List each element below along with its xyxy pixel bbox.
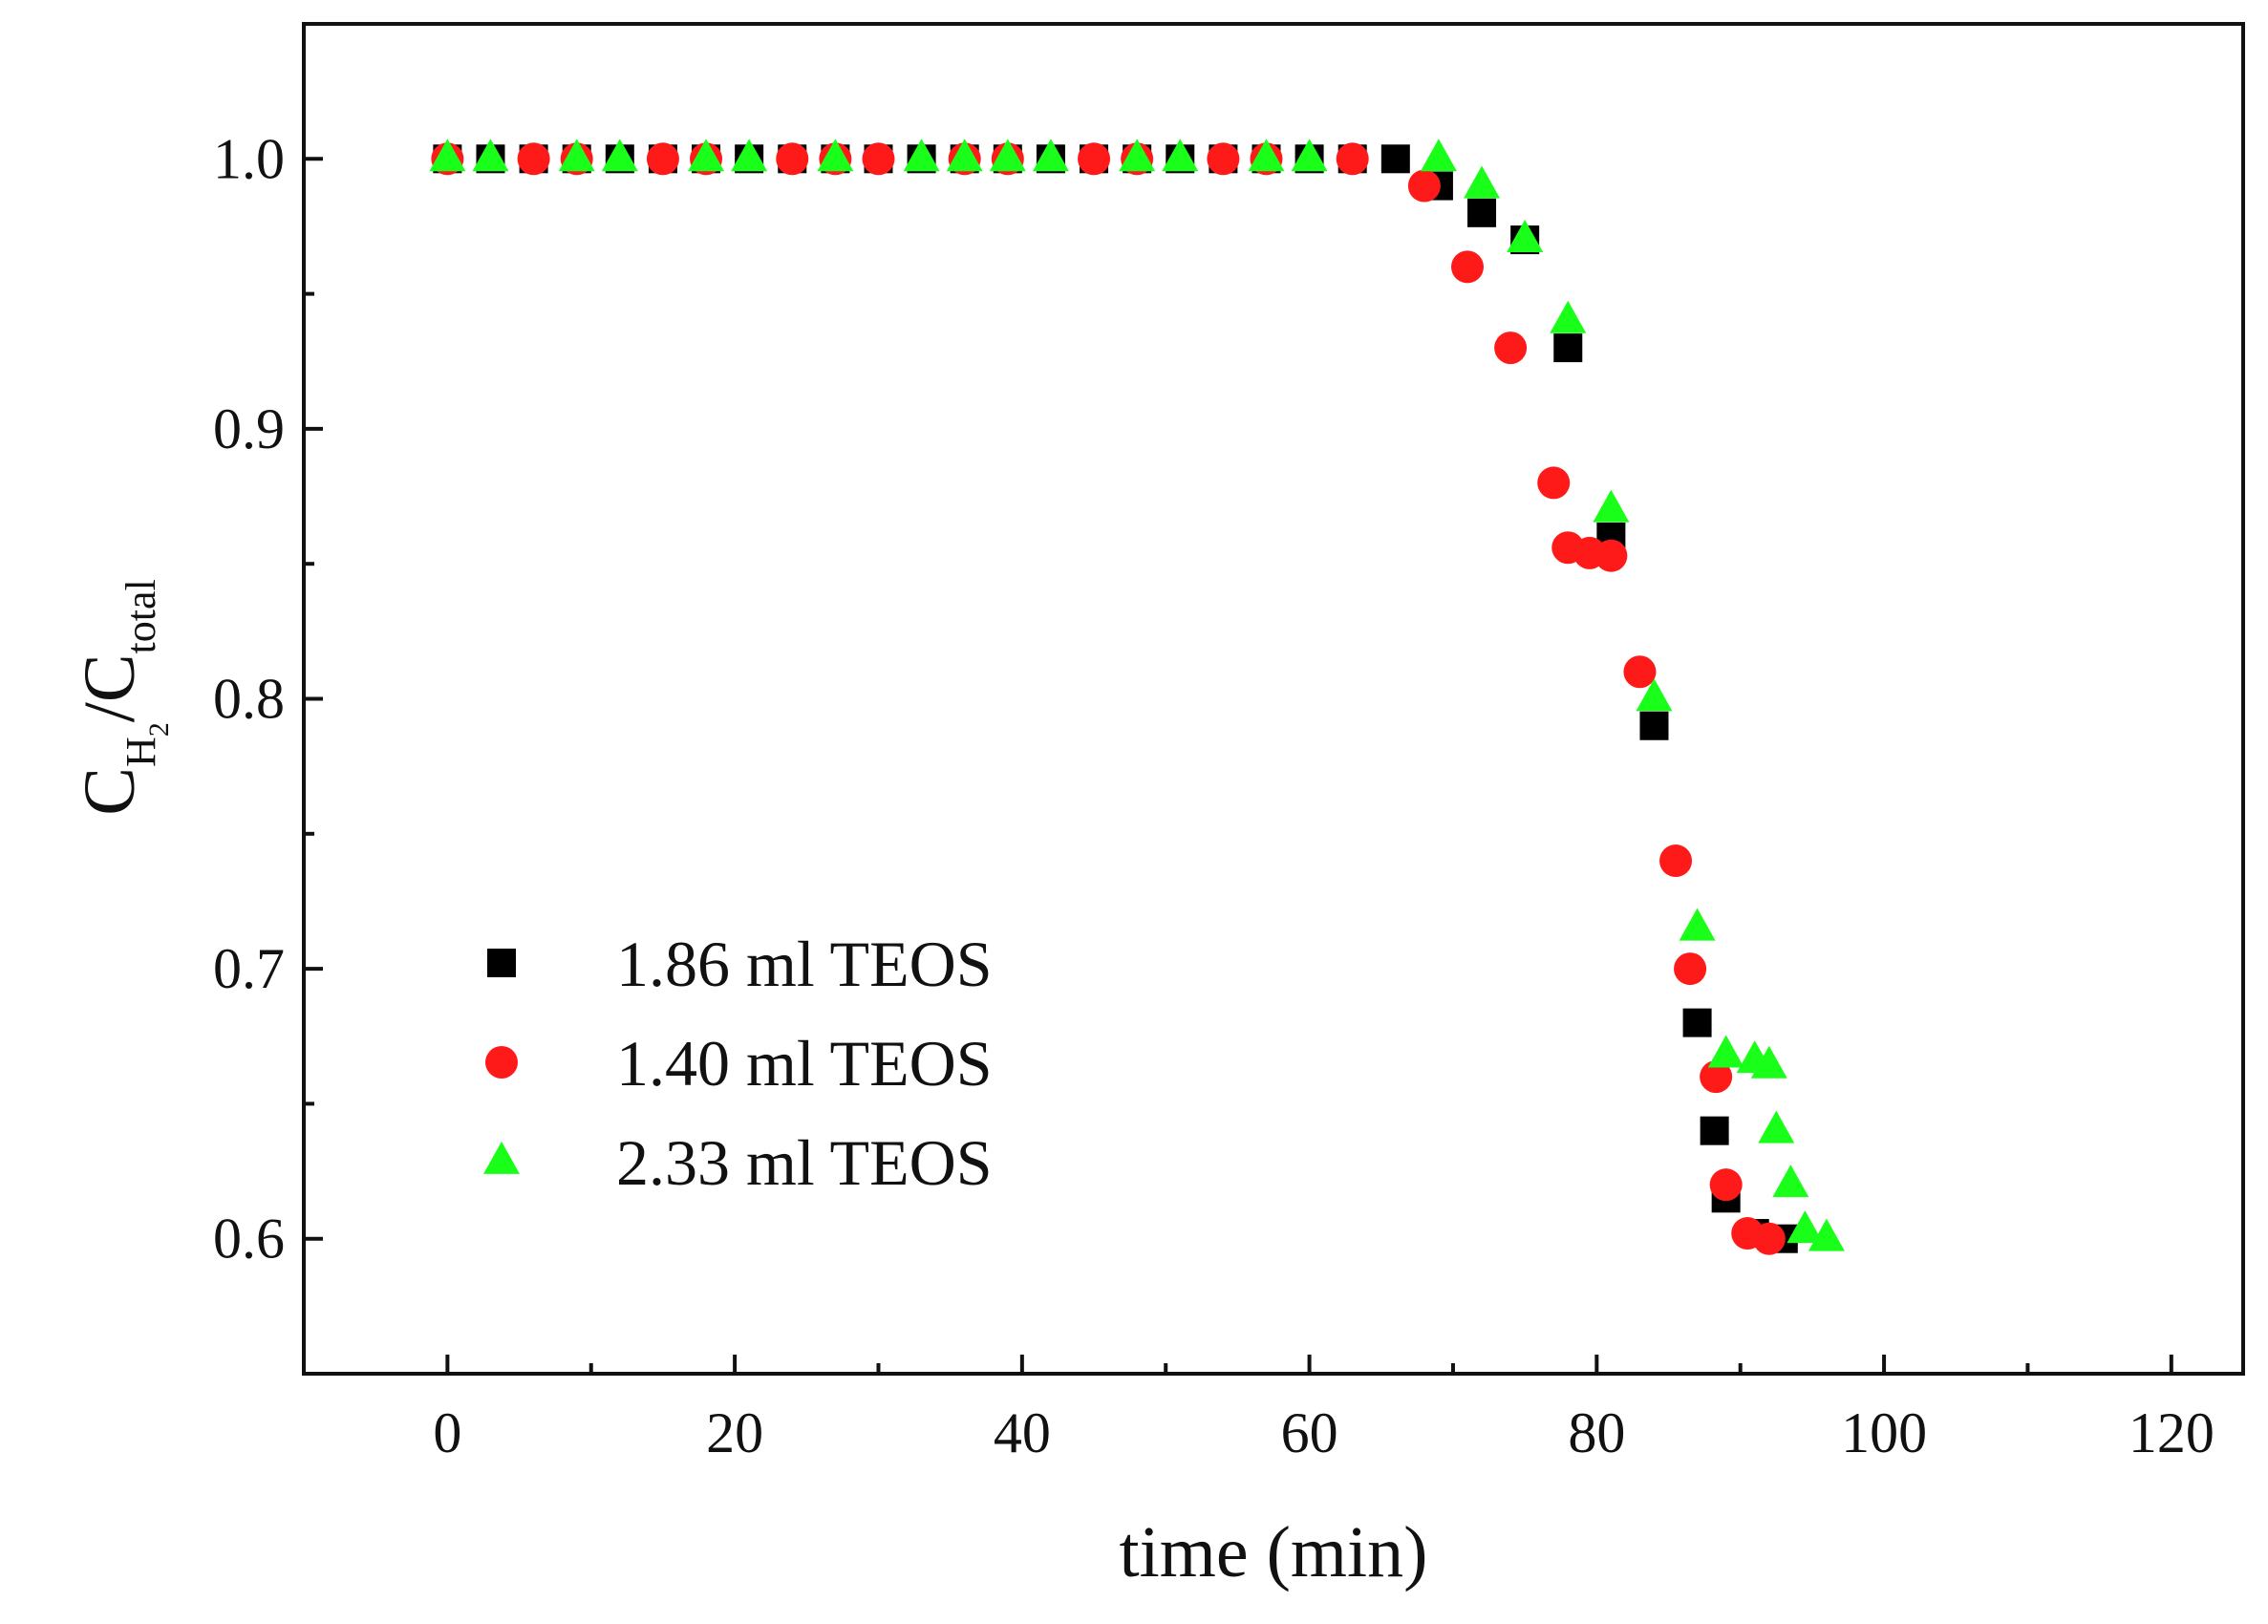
- x-tick-label: 0: [433, 1401, 461, 1464]
- legend-label: 1.40 ml TEOS: [616, 1027, 993, 1100]
- data-point-circle: [1659, 844, 1693, 878]
- y-tick-label: 0.9: [213, 397, 285, 460]
- axis-ticks: [304, 22, 2173, 1374]
- data-point-square: [1639, 711, 1669, 740]
- y-axis-title: CH2/Ctotal: [70, 579, 175, 816]
- x-tick-label: 80: [1568, 1401, 1625, 1464]
- data-point-circle: [1494, 331, 1528, 365]
- data-point-circle: [862, 142, 895, 176]
- data-point-circle: [1709, 1168, 1743, 1202]
- legend-marker-triangle: [483, 1141, 520, 1174]
- x-tick-label: 100: [1841, 1401, 1927, 1464]
- data-point-triangle: [1291, 139, 1328, 172]
- data-point-square: [1553, 333, 1583, 363]
- legend-entry: 2.33 ml TEOS: [483, 1126, 993, 1199]
- data-point-circle: [1623, 655, 1657, 689]
- data-point-triangle: [688, 139, 725, 172]
- data-point-square: [1700, 1116, 1729, 1145]
- data-point-triangle: [1162, 139, 1199, 172]
- data-point-triangle: [601, 139, 638, 172]
- y-axis-title-sep: /C: [70, 653, 150, 722]
- legend-marker-square: [487, 949, 516, 977]
- y-tick-label: 1.0: [213, 127, 285, 190]
- data-points: [429, 139, 1845, 1255]
- data-point-circle: [1078, 142, 1111, 176]
- x-tick-label: 120: [2129, 1401, 2215, 1464]
- data-point-triangle: [1464, 165, 1501, 199]
- data-point-square: [1467, 198, 1497, 227]
- data-point-circle: [1451, 250, 1484, 284]
- legend-label: 1.86 ml TEOS: [616, 928, 993, 1000]
- tick-labels: 0 20 40 60 80 100 120 0.6 0.7 0.8 0.9 1.0: [213, 127, 2215, 1464]
- data-point-triangle: [1707, 1035, 1744, 1068]
- data-point-triangle: [429, 139, 466, 172]
- legend-entry: 1.40 ml TEOS: [485, 1027, 993, 1100]
- data-point-triangle: [1032, 139, 1069, 172]
- y-axis-title-sub-h: H: [118, 737, 164, 767]
- data-point-triangle: [1787, 1210, 1824, 1244]
- data-point-square: [1380, 144, 1410, 174]
- x-tick-label: 40: [994, 1401, 1051, 1464]
- x-tick-label: 60: [1281, 1401, 1338, 1464]
- data-point-triangle: [731, 139, 768, 172]
- data-point-triangle: [1679, 908, 1716, 941]
- legend: 1.86 ml TEOS 1.40 ml TEOS 2.33 ml TEOS: [483, 928, 993, 1199]
- plot-frame: [302, 22, 2245, 1376]
- data-point-triangle: [1248, 139, 1285, 172]
- data-point-triangle: [1772, 1165, 1809, 1198]
- data-point-triangle: [1550, 300, 1587, 333]
- data-point-triangle: [558, 139, 595, 172]
- data-point-circle: [1336, 142, 1369, 176]
- data-point-triangle: [1758, 1110, 1795, 1143]
- data-point-circle: [1700, 1060, 1733, 1094]
- legend-entry: 1.86 ml TEOS: [487, 928, 993, 1000]
- data-point-triangle: [1593, 489, 1630, 523]
- data-point-circle: [646, 142, 679, 176]
- data-point-triangle: [1119, 139, 1156, 172]
- data-point-triangle: [1420, 139, 1457, 172]
- data-point-circle: [1752, 1222, 1786, 1255]
- legend-label: 2.33 ml TEOS: [616, 1126, 993, 1199]
- series-3: [429, 139, 1845, 1251]
- data-point-triangle: [472, 139, 509, 172]
- y-tick-label: 0.8: [213, 668, 285, 731]
- data-point-triangle: [1750, 1045, 1787, 1079]
- legend-marker-circle: [485, 1046, 518, 1079]
- x-tick-label: 20: [706, 1401, 763, 1464]
- svg-text:CH2/Ctotal: CH2/Ctotal: [70, 579, 175, 816]
- data-point-triangle: [1636, 678, 1673, 712]
- y-axis-title-main: C: [70, 767, 150, 816]
- data-point-triangle: [817, 139, 854, 172]
- y-axis-title-sub-total: total: [118, 579, 164, 653]
- data-point-triangle: [989, 139, 1026, 172]
- data-point-circle: [1674, 952, 1707, 986]
- data-point-circle: [1537, 466, 1571, 500]
- data-point-triangle: [1507, 220, 1544, 252]
- data-point-circle: [1594, 539, 1628, 572]
- y-tick-label: 0.6: [213, 1207, 285, 1271]
- y-tick-label: 0.7: [213, 937, 285, 1000]
- data-point-triangle: [903, 139, 940, 172]
- data-point-triangle: [946, 139, 983, 172]
- y-axis-title-sub-2: 2: [143, 722, 175, 737]
- data-point-square: [1682, 1008, 1712, 1037]
- data-point-circle: [1407, 169, 1441, 203]
- data-point-triangle: [1808, 1218, 1845, 1251]
- x-axis-title: time (min): [1120, 1512, 1428, 1592]
- data-point-circle: [776, 142, 809, 176]
- data-point-circle: [517, 142, 550, 176]
- data-point-circle: [1207, 142, 1240, 176]
